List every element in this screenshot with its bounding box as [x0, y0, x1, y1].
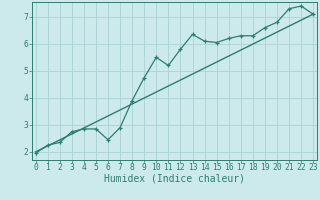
- X-axis label: Humidex (Indice chaleur): Humidex (Indice chaleur): [104, 174, 245, 184]
